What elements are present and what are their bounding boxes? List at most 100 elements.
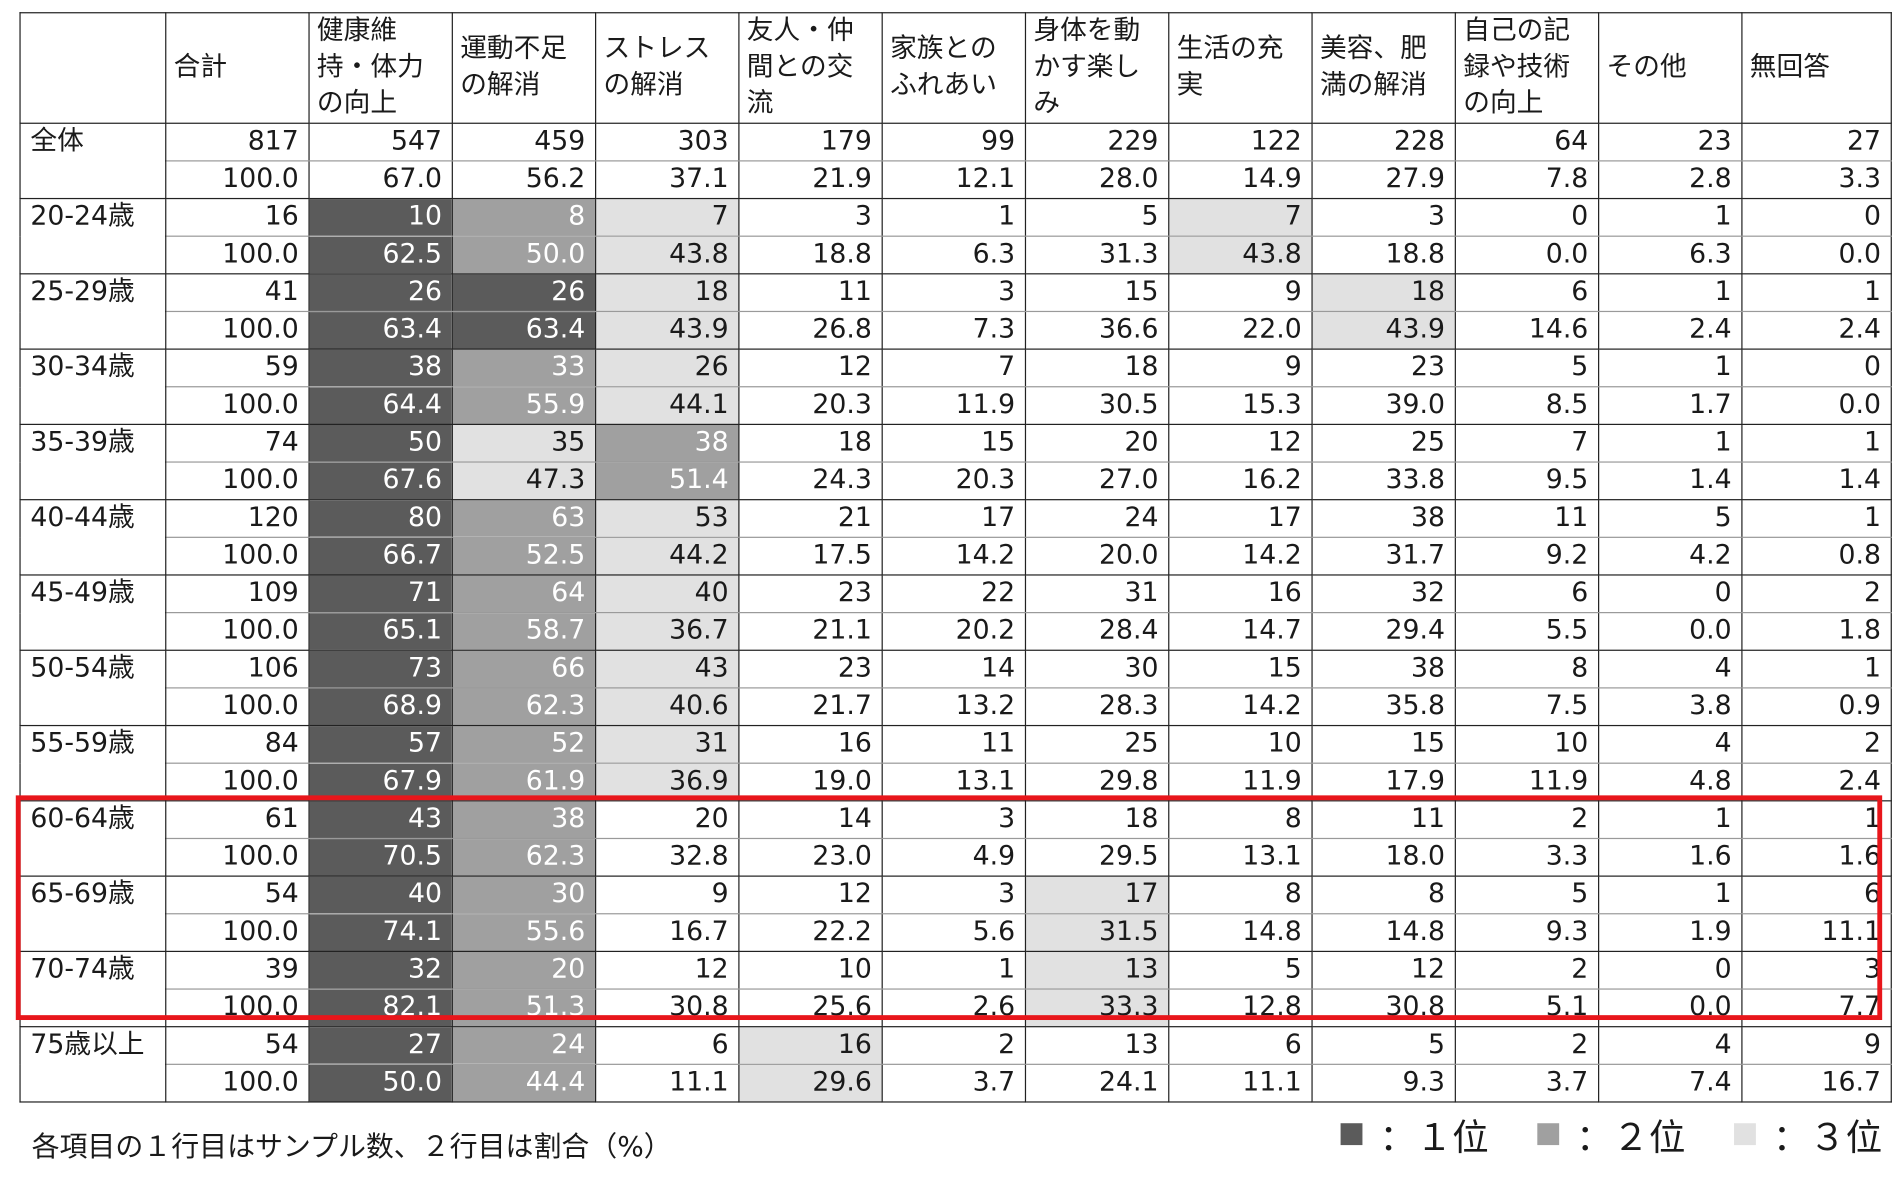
table-row-percents: 100.0 67.0 56.2 37.1 21.9 12.1 28.0 14.9 27.9 7.8… xyxy=(20,160,1892,200)
count-cell: 9 xyxy=(1168,273,1313,313)
percent-cell: 52.5 xyxy=(451,537,597,576)
table-row-percents: 100.0 63.4 63.4 43.9 26.8 7.3 36.6 22.0 43.9 14.6… xyxy=(20,311,1892,350)
percent-cell: 22.2 xyxy=(738,913,883,953)
percent-cell: 100.0 xyxy=(165,236,310,275)
percent-cell: 25.6 xyxy=(738,989,883,1028)
table-row-counts: 25-29歳 41 26 26 18 11 3 15 9 18 6 1 1 xyxy=(19,273,1892,350)
percent-cell: 58.7 xyxy=(451,612,597,651)
table-row-percents: 100.0 65.1 58.7 36.7 21.1 20.2 28.4 14.7 29.4 5.5… xyxy=(20,612,1892,651)
percent-cell: 13.1 xyxy=(1168,838,1313,877)
percent-cell: 3.3 xyxy=(1741,160,1892,200)
table-row-percents: 100.0 70.5 62.3 32.8 23.0 4.9 29.5 13.1 18.0 3.3 1… xyxy=(20,838,1892,877)
count-cell: 8 xyxy=(1168,800,1313,840)
count-cell: 1 xyxy=(1598,875,1743,915)
count-cell: 9 xyxy=(1168,348,1313,388)
percent-cell: 100.0 xyxy=(165,763,310,802)
percent-cell: 16.2 xyxy=(1168,462,1313,501)
percent-cell: 2.4 xyxy=(1741,763,1892,802)
table-row-percents: 100.0 67.6 47.3 51.4 24.3 20.3 27.0 16.2 33.8 9.5… xyxy=(20,462,1892,501)
count-cell: 53 xyxy=(595,499,740,538)
percent-cell: 19.0 xyxy=(738,763,883,802)
rank-legend: ：１位 ：２位 ：３位 xyxy=(1340,1107,1882,1160)
table-row-percents: 100.0 64.4 55.9 44.1 20.3 11.9 30.5 15.3 39.0 8.5… xyxy=(20,386,1892,426)
count-cell: 64 xyxy=(1454,122,1600,162)
count-cell: 7 xyxy=(1454,423,1600,463)
percent-cell: 13.1 xyxy=(881,763,1027,802)
percent-cell: 24.3 xyxy=(738,462,883,501)
count-cell: 11 xyxy=(738,273,883,313)
count-cell: 10 xyxy=(1168,724,1313,764)
percent-cell: 31.3 xyxy=(1024,236,1170,275)
count-cell: 31 xyxy=(1024,574,1170,614)
percent-cell: 43.9 xyxy=(595,311,740,350)
percent-cell: 11.9 xyxy=(1168,763,1313,802)
column-header: 無回答 xyxy=(1741,12,1892,124)
count-cell: 40 xyxy=(308,875,453,915)
column-header: 自己の記録や技術の向上 xyxy=(1454,12,1600,124)
survey-table: 合計 健康維持・体力の向上 運動不足の解消 ストレスの解消 友人・仲間との交流 家族とのふ… xyxy=(19,12,1892,1103)
count-cell: 0 xyxy=(1598,950,1743,990)
percent-cell: 9.2 xyxy=(1454,537,1600,576)
count-cell: 18 xyxy=(595,273,740,313)
count-cell: 24 xyxy=(1024,499,1170,538)
count-cell: 74 xyxy=(165,423,310,463)
percent-cell: 26.8 xyxy=(738,311,883,350)
percent-cell: 11.9 xyxy=(881,386,1027,426)
count-cell: 54 xyxy=(165,875,310,915)
percent-cell: 21.9 xyxy=(738,160,883,200)
row-label: 20-24歳 xyxy=(19,197,167,275)
percent-cell: 11.1 xyxy=(1168,1064,1313,1103)
column-header: 合計 xyxy=(165,12,310,124)
percent-cell: 28.0 xyxy=(1024,160,1170,200)
count-cell: 99 xyxy=(881,122,1027,162)
percent-cell: 2.6 xyxy=(881,989,1027,1028)
table-row-counts: 40-44歳 120 80 63 53 21 17 24 17 38 11 5 1 xyxy=(19,499,1892,576)
percent-cell: 28.3 xyxy=(1024,687,1170,727)
count-cell: 18 xyxy=(1311,273,1456,313)
count-cell: 1 xyxy=(881,950,1027,990)
percent-cell: 17.5 xyxy=(738,537,883,576)
count-cell: 14 xyxy=(881,649,1027,689)
legend-swatch xyxy=(1340,1123,1363,1146)
count-cell: 17 xyxy=(1024,875,1170,915)
percent-cell: 67.0 xyxy=(308,160,453,200)
percent-cell: 21.1 xyxy=(738,612,883,651)
count-cell: 16 xyxy=(738,724,883,764)
percent-cell: 28.4 xyxy=(1024,612,1170,651)
count-cell: 2 xyxy=(1454,1026,1600,1065)
percent-cell: 61.9 xyxy=(451,763,597,802)
percent-cell: 32.8 xyxy=(595,838,740,877)
percent-cell: 4.2 xyxy=(1598,537,1743,576)
table-row-percents: 100.0 67.9 61.9 36.9 19.0 13.1 29.8 11.9 17.9 11.… xyxy=(20,763,1892,802)
percent-cell: 18.0 xyxy=(1311,838,1456,877)
column-header: ストレスの解消 xyxy=(595,12,740,124)
count-cell: 15 xyxy=(1168,649,1313,689)
count-cell: 6 xyxy=(595,1026,740,1065)
percent-cell: 43.9 xyxy=(1311,311,1456,350)
percent-cell: 17.9 xyxy=(1311,763,1456,802)
count-cell: 1 xyxy=(1741,499,1892,538)
percent-cell: 1.6 xyxy=(1741,838,1892,877)
count-cell: 40 xyxy=(595,574,740,614)
count-cell: 0 xyxy=(1454,197,1600,237)
percent-cell: 33.8 xyxy=(1311,462,1456,501)
legend-item: ：２位 xyxy=(1537,1107,1685,1160)
percent-cell: 35.8 xyxy=(1311,687,1456,727)
count-cell: 0 xyxy=(1741,197,1892,237)
count-cell: 84 xyxy=(165,724,310,764)
count-cell: 33 xyxy=(451,348,597,388)
count-cell: 5 xyxy=(1454,348,1600,388)
count-cell: 5 xyxy=(1311,1026,1456,1065)
percent-cell: 4.8 xyxy=(1598,763,1743,802)
count-cell: 13 xyxy=(1024,1026,1170,1065)
count-cell: 27 xyxy=(1741,122,1892,162)
count-cell: 59 xyxy=(165,348,310,388)
count-cell: 43 xyxy=(595,649,740,689)
percent-cell: 20.3 xyxy=(738,386,883,426)
count-cell: 27 xyxy=(308,1026,453,1065)
count-cell: 38 xyxy=(451,800,597,840)
count-cell: 25 xyxy=(1024,724,1170,764)
count-cell: 20 xyxy=(595,800,740,840)
count-cell: 31 xyxy=(595,724,740,764)
percent-cell: 50.0 xyxy=(308,1064,453,1103)
